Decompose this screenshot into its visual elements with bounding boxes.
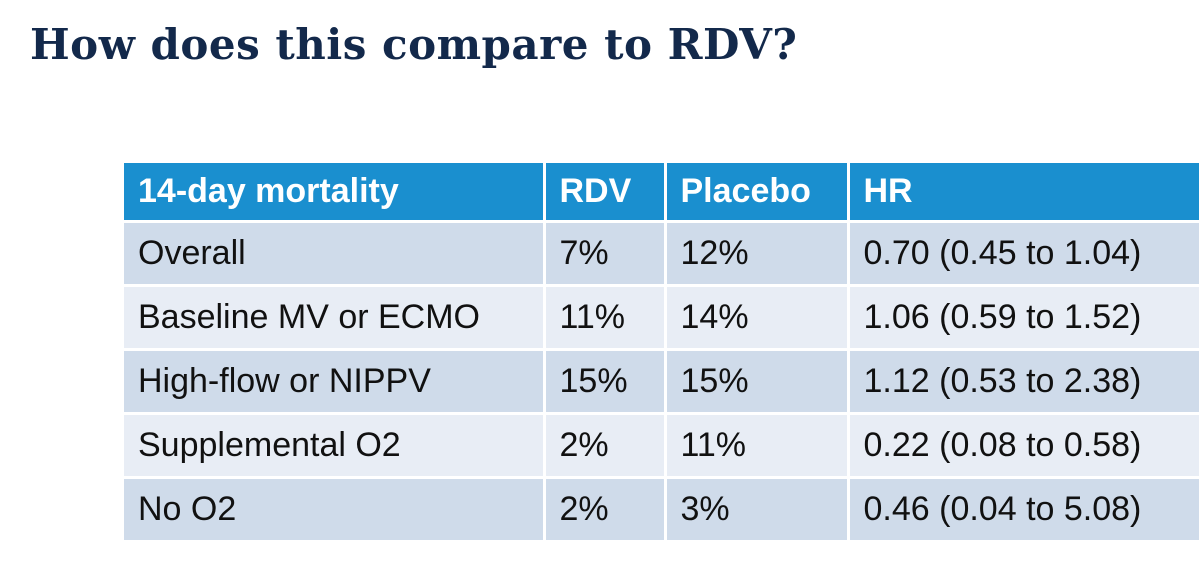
hr-value: 0.46 (0.04 to 5.08) — [848, 477, 1199, 540]
placebo-value: 11% — [665, 413, 850, 479]
placebo-value: 12% — [665, 221, 850, 287]
placebo-value: 14% — [665, 285, 850, 351]
table-row: High-flow or NIPPV 15% 15% 1.12 (0.53 to… — [124, 349, 1199, 415]
header-placebo: Placebo — [665, 163, 850, 223]
rdv-value: 2% — [544, 413, 667, 479]
hr-value: 0.70 (0.45 to 1.04) — [848, 221, 1199, 287]
hr-value: 1.06 (0.59 to 1.52) — [848, 285, 1199, 351]
table-row: Supplemental O2 2% 11% 0.22 (0.08 to 0.5… — [124, 413, 1199, 479]
placebo-value: 15% — [665, 349, 850, 415]
hr-value: 1.12 (0.53 to 2.38) — [848, 349, 1199, 415]
rdv-value: 7% — [544, 221, 667, 287]
slide-title: How does this compare to RDV? — [30, 20, 798, 69]
rdv-value: 15% — [544, 349, 667, 415]
table-header-row: 14-day mortality RDV Placebo HR — [124, 163, 1199, 223]
header-hr: HR — [848, 163, 1199, 223]
placebo-value: 3% — [665, 477, 850, 540]
table-row: No O2 2% 3% 0.46 (0.04 to 5.08) — [124, 477, 1199, 540]
row-label: Overall — [124, 221, 546, 287]
header-14-day-mortality: 14-day mortality — [124, 163, 546, 223]
hr-value: 0.22 (0.08 to 0.58) — [848, 413, 1199, 479]
row-label: High-flow or NIPPV — [124, 349, 546, 415]
header-rdv: RDV — [544, 163, 667, 223]
mortality-table: 14-day mortality RDV Placebo HR Overall … — [124, 163, 1199, 540]
row-label: Supplemental O2 — [124, 413, 546, 479]
row-label: Baseline MV or ECMO — [124, 285, 546, 351]
table-row: Baseline MV or ECMO 11% 14% 1.06 (0.59 t… — [124, 285, 1199, 351]
rdv-value: 11% — [544, 285, 667, 351]
row-label: No O2 — [124, 477, 546, 540]
rdv-value: 2% — [544, 477, 667, 540]
table-row: Overall 7% 12% 0.70 (0.45 to 1.04) — [124, 221, 1199, 287]
